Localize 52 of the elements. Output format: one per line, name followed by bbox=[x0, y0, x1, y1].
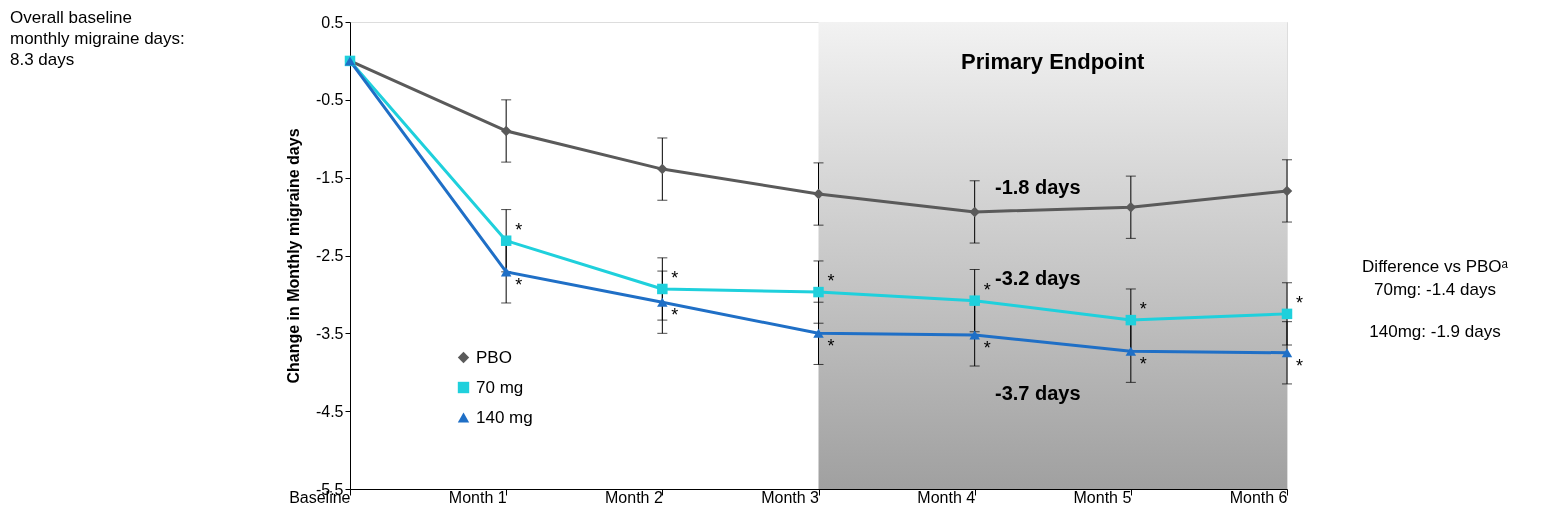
point bbox=[500, 235, 512, 246]
text: 70mg: -1.4 days bbox=[1374, 280, 1496, 299]
point bbox=[1125, 314, 1137, 326]
x-tick-label: Month 6 bbox=[1229, 488, 1288, 506]
point bbox=[500, 267, 512, 277]
y-tick-label: -1.5 bbox=[315, 169, 344, 187]
point bbox=[500, 125, 512, 137]
y-tick-label: -4.5 bbox=[315, 402, 344, 420]
y-axis-title: Change in Monthly migraine days bbox=[284, 128, 302, 384]
point bbox=[657, 163, 668, 175]
point bbox=[1281, 308, 1293, 320]
text: 140mg: -1.9 days bbox=[1369, 322, 1501, 341]
data-label: * bbox=[671, 267, 679, 288]
data-label: * bbox=[983, 279, 991, 300]
point bbox=[813, 188, 824, 200]
data-label: * bbox=[1139, 354, 1147, 375]
y-tick-label: -2.5 bbox=[315, 247, 344, 264]
text: Overall baseline monthly migraine days: 8.3 days bbox=[10, 8, 185, 69]
data-label: * bbox=[983, 337, 991, 358]
point bbox=[657, 283, 668, 295]
data-label: * bbox=[1296, 355, 1304, 376]
data-label: * bbox=[515, 274, 523, 295]
data-label: * bbox=[1139, 299, 1147, 320]
point bbox=[813, 328, 824, 338]
x-tick-label: Month 5 bbox=[1073, 488, 1132, 506]
point bbox=[1281, 348, 1293, 358]
legend-label: 140 mg bbox=[476, 407, 533, 427]
point bbox=[813, 286, 824, 298]
x-tick-label: Month 1 bbox=[448, 488, 507, 506]
x-tick-label: Month 3 bbox=[761, 488, 820, 506]
y-tick-label: -0.5 bbox=[315, 91, 344, 109]
point bbox=[969, 206, 980, 218]
data-label: * bbox=[671, 305, 679, 326]
data-label: * bbox=[827, 271, 835, 292]
legend-label: 70 mg bbox=[476, 377, 524, 397]
data-label: * bbox=[1296, 292, 1304, 313]
x-tick-label: Month 2 bbox=[605, 488, 663, 506]
point bbox=[969, 330, 980, 340]
y-tick-label: 0.5 bbox=[321, 13, 344, 31]
annotation: -3.7 days bbox=[995, 382, 1081, 404]
legend-label: PBO bbox=[476, 347, 512, 367]
point bbox=[969, 295, 980, 306]
annotation: -1.8 days bbox=[995, 176, 1081, 198]
y-tick-label: -3.5 bbox=[315, 324, 344, 342]
data-label: * bbox=[515, 219, 523, 240]
x-tick-label: Month 4 bbox=[917, 488, 976, 506]
annotation: -3.2 days bbox=[995, 267, 1081, 289]
band-label: Primary Endpoint bbox=[961, 49, 1146, 74]
text: Difference vs PBOᵃ bbox=[1362, 257, 1509, 276]
point bbox=[1125, 346, 1137, 356]
point bbox=[657, 297, 668, 307]
data-label: * bbox=[827, 336, 835, 357]
